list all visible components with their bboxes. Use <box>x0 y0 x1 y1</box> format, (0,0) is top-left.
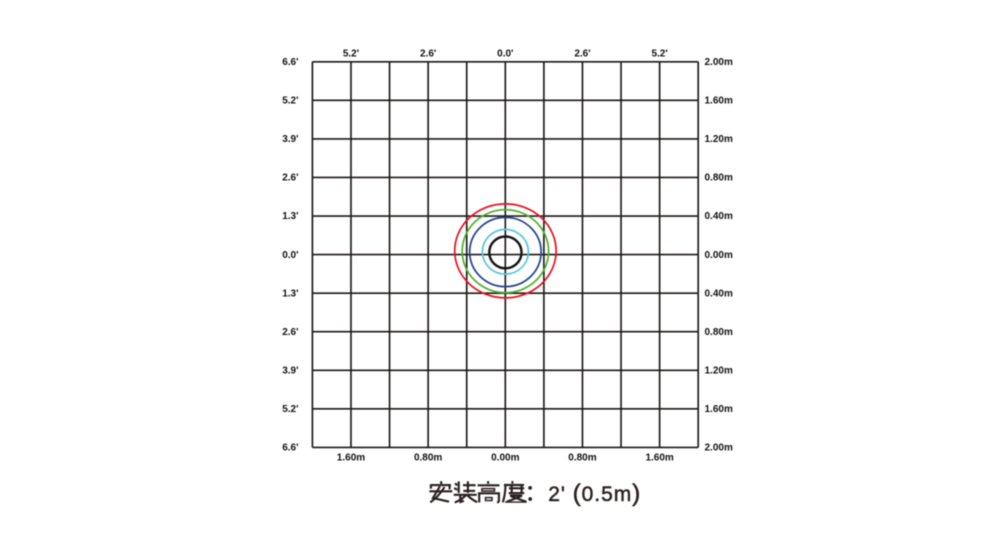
svg-text:0.0': 0.0' <box>497 48 513 59</box>
svg-text:3.9': 3.9' <box>282 134 298 145</box>
svg-text:0.0': 0.0' <box>282 250 298 261</box>
svg-text:5.2': 5.2' <box>282 96 298 107</box>
svg-text:1.60m: 1.60m <box>337 453 365 464</box>
svg-text:3.9': 3.9' <box>282 366 298 377</box>
svg-text:1.60m: 1.60m <box>705 404 733 415</box>
svg-text:2.6': 2.6' <box>574 48 590 59</box>
svg-text:1.3': 1.3' <box>282 211 298 222</box>
svg-text:1.60m: 1.60m <box>645 453 673 464</box>
svg-text:6.6': 6.6' <box>282 443 298 454</box>
svg-text:0.80m: 0.80m <box>414 453 442 464</box>
svg-text:0.00m: 0.00m <box>491 453 519 464</box>
svg-text:0.00m: 0.00m <box>705 250 733 261</box>
svg-text:2.00m: 2.00m <box>705 57 733 68</box>
svg-text:1.60m: 1.60m <box>705 96 733 107</box>
svg-text:0.40m: 0.40m <box>705 288 733 299</box>
svg-text:6.6': 6.6' <box>282 57 298 68</box>
svg-text:5.2': 5.2' <box>282 404 298 415</box>
svg-text:5.2': 5.2' <box>343 48 359 59</box>
svg-text:1.3': 1.3' <box>282 288 298 299</box>
svg-text:1.20m: 1.20m <box>705 134 733 145</box>
svg-text:2.6': 2.6' <box>420 48 436 59</box>
svg-text:2.6': 2.6' <box>282 173 298 184</box>
svg-text:0.80m: 0.80m <box>568 453 596 464</box>
svg-text:2.6': 2.6' <box>282 327 298 338</box>
svg-text:1.20m: 1.20m <box>705 366 733 377</box>
svg-text:0.40m: 0.40m <box>705 211 733 222</box>
svg-text:0.80m: 0.80m <box>705 327 733 338</box>
svg-text:5.2': 5.2' <box>651 48 667 59</box>
svg-text:2.00m: 2.00m <box>705 443 733 454</box>
svg-text:2' (0.5m): 2' (0.5m) <box>548 480 641 507</box>
svg-text:0.80m: 0.80m <box>705 173 733 184</box>
